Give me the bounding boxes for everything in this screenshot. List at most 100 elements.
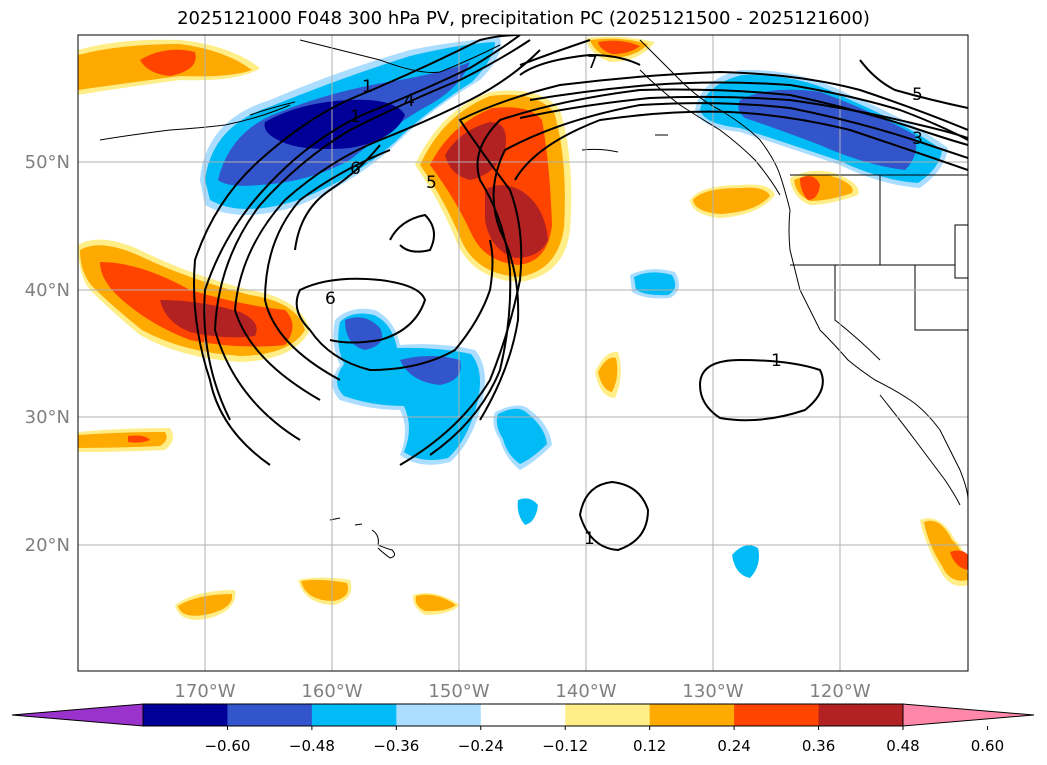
precip-positive-area [140, 49, 196, 76]
contour-label: 1 [771, 351, 782, 371]
pv-contour [519, 95, 968, 139]
lon-label: 170°W [174, 681, 235, 702]
coastline-baja [879, 394, 961, 506]
pv-contour [203, 35, 521, 421]
colorbar-cell [143, 704, 228, 726]
lon-axis: 170°W 160°W 150°W 140°W 130°W 120°W [174, 681, 870, 702]
colorbar-tick-label: 0.12 [633, 737, 666, 755]
lon-label: 140°W [555, 681, 616, 702]
lat-label: 20°N [25, 535, 70, 556]
pv-contour [309, 239, 494, 372]
pv-contour [295, 277, 427, 344]
pv-contour [529, 81, 968, 141]
lat-label: 50°N [25, 152, 70, 173]
colorbar-tick-label: −0.48 [289, 737, 335, 755]
pv-contour [519, 53, 641, 76]
pv-contour [859, 59, 968, 109]
precip-positive-area [128, 435, 150, 443]
lon-label: 150°W [428, 681, 489, 702]
map-frame [77, 34, 969, 672]
precip-positive-area [415, 594, 456, 612]
precip-positive-area [800, 176, 820, 200]
precip-positive-area [693, 187, 770, 214]
contour-label: 6 [350, 159, 361, 179]
precip-positive-area [598, 357, 618, 392]
precip-negative-area [732, 545, 759, 578]
colorbar-tick-label: −0.24 [458, 737, 504, 755]
precip-positive-area [78, 432, 167, 448]
lat-label: 40°N [25, 280, 70, 301]
colorbar-extend-max [902, 703, 1035, 727]
pv-contour [389, 213, 435, 253]
pv-contour [213, 39, 531, 441]
colorbar-cell [311, 704, 397, 726]
colorbar-cell [396, 704, 482, 726]
coastline-aleutians [249, 101, 296, 116]
colorbar-cell [649, 704, 735, 726]
pv-contour [399, 70, 968, 466]
colorbar-extend-min [11, 703, 144, 727]
contour-label: 7 [587, 53, 598, 73]
precip-negative-area [496, 408, 547, 464]
coastline-bc [639, 69, 781, 196]
border-state [914, 265, 968, 331]
gridlines [78, 35, 968, 671]
contour-label: 3 [912, 129, 923, 149]
colorbar-tick-label: −0.36 [373, 737, 419, 755]
colorbar-cell [565, 704, 651, 726]
colorbar-tick-label: 0.48 [886, 737, 919, 755]
pv-contour [193, 35, 521, 466]
precip-negative-area [738, 89, 917, 170]
precip-positive-area [950, 550, 968, 570]
pv-contour [233, 49, 541, 401]
colorbar-tick-label: 0.24 [717, 737, 750, 755]
border-state [954, 224, 968, 279]
colorbar-tick-label: 0.36 [802, 737, 835, 755]
colorbar-tick-label: −0.60 [204, 737, 250, 755]
lon-label: 120°W [809, 681, 870, 702]
lat-label: 30°N [25, 407, 70, 428]
colorbar-tick-label: 0.60 [971, 737, 1004, 755]
contour-label: 4 [404, 91, 415, 111]
pv-contour [479, 102, 968, 421]
pv-contour [514, 110, 968, 181]
precip-positive-area [485, 185, 548, 258]
lat-axis: 50°N 40°N 30°N 20°N [25, 152, 70, 556]
colorbar-cell [227, 704, 313, 726]
contour-labels: 1 4 6 5 6 1 7 5 3 1 1 [325, 53, 923, 549]
contour-label: 1 [362, 77, 373, 97]
precip-negative-area [634, 272, 676, 296]
map-plot-area: 1 4 6 5 6 1 7 5 3 1 1 [78, 35, 968, 671]
contour-label: 5 [426, 173, 437, 193]
lon-label: 130°W [682, 681, 743, 702]
pv-contour [578, 480, 650, 552]
colorbar-cell [480, 704, 566, 726]
colorbar-cell [818, 704, 904, 726]
map-title: 2025121000 F048 300 hPa PV, precipitatio… [177, 8, 870, 29]
precip-positive-area [598, 40, 640, 54]
pv-contours [193, 35, 968, 552]
coastline-alaska [299, 39, 501, 73]
precip-positive-area [924, 520, 968, 581]
precip-negative-area [400, 356, 461, 385]
precip-negative-area [517, 498, 538, 525]
pv-contour [263, 149, 391, 381]
contour-label: 6 [325, 289, 336, 309]
border-state [834, 265, 881, 361]
coastline-island [581, 148, 619, 153]
lon-label: 160°W [301, 681, 362, 702]
precip-positive-area [160, 300, 257, 338]
contour-label: 1 [350, 107, 361, 127]
precip-positive-area [301, 579, 349, 601]
colorbar-cell [734, 704, 820, 726]
precip-negative-area [337, 313, 480, 460]
colorbar-tick-label: −0.12 [542, 737, 588, 755]
pv-contour [698, 358, 824, 422]
pv-contour [294, 144, 381, 251]
colorbar: −0.60 −0.48 −0.36 −0.24 −0.12 0.12 0.24 0.36 0.4… [11, 703, 1035, 755]
pv-contour [519, 39, 591, 66]
contour-label: 5 [912, 85, 923, 105]
contour-label: 1 [584, 529, 595, 549]
coastline-aleutians [99, 104, 291, 141]
